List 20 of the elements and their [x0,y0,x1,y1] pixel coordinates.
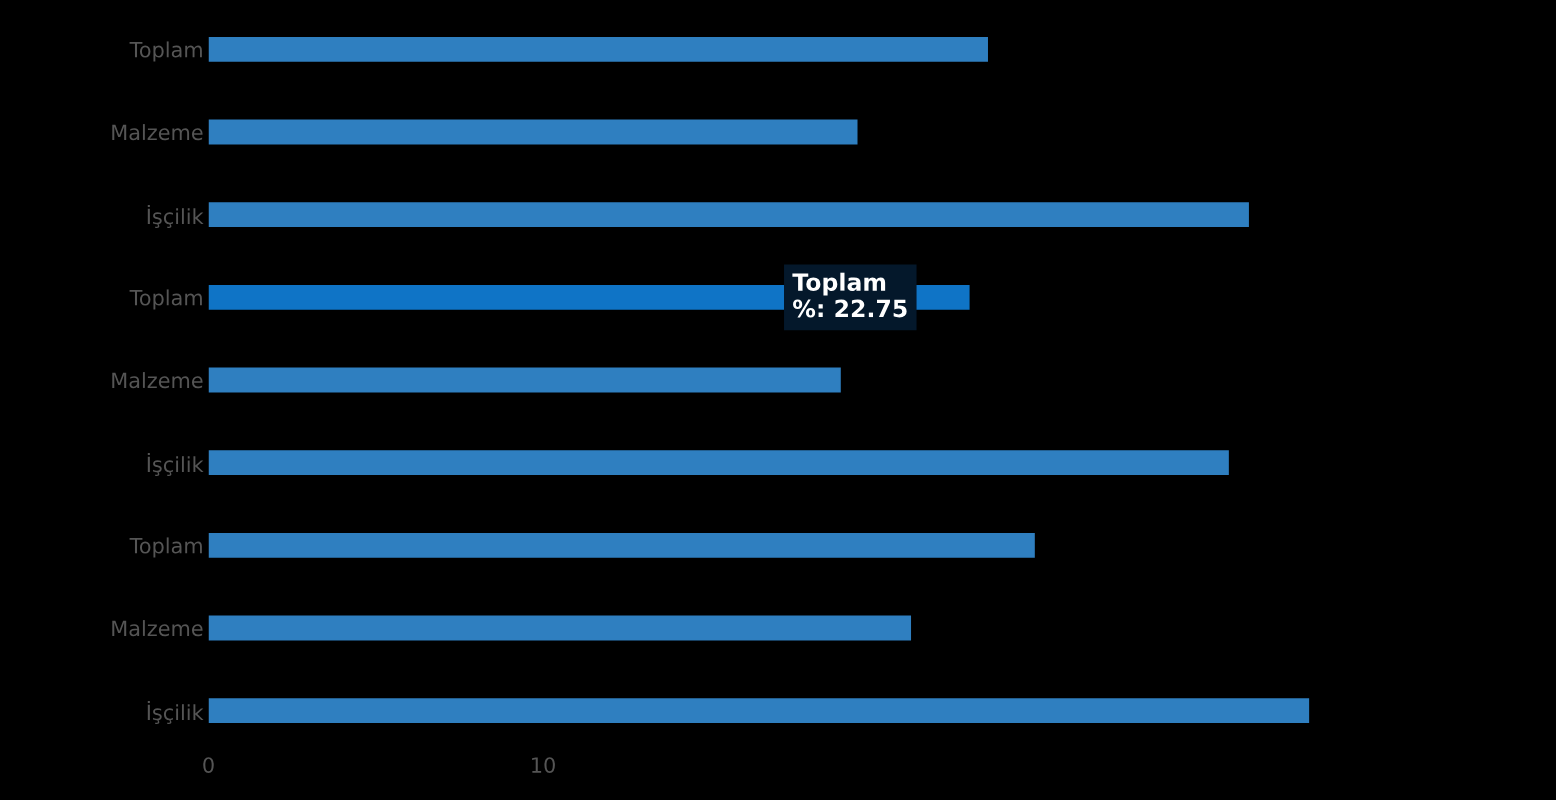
y-tick-label: İşçilik [147,453,204,477]
y-tick-label: İşçilik [147,205,204,229]
y-tick-label: Toplam [129,41,202,62]
x-tick-label: 0 [203,757,214,773]
bar [208,119,858,145]
annotation: Toplam %: 22.75 [792,272,907,318]
bar [208,532,1035,558]
bar [208,698,1310,724]
bar [208,615,912,641]
bar [208,202,1249,228]
bar [208,36,988,62]
y-tick-label: Toplam [129,537,202,558]
y-tick-label: Malzeme [112,620,203,637]
bar [208,367,841,393]
y-tick-label: Toplam [129,289,202,310]
y-tick-label: Malzeme [112,124,203,141]
x-tick-label: 10 [532,757,555,773]
y-tick-label: Malzeme [112,372,203,389]
bar [208,450,1229,476]
y-tick-label: İşçilik [147,701,204,725]
